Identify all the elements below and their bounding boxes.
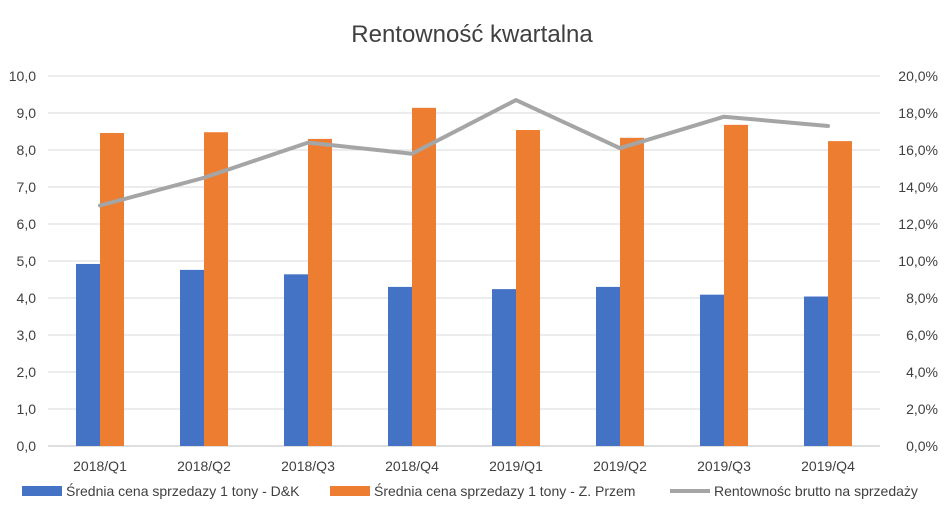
left-axis-tick-label: 8,0 <box>17 142 37 158</box>
bar-dk <box>596 286 620 446</box>
legend-label: Rentownośc brutto na sprzedaży <box>714 483 918 499</box>
legend-swatch <box>330 486 370 496</box>
bar-dk <box>76 263 100 446</box>
x-axis-tick-label: 2019/Q2 <box>593 458 647 474</box>
right-axis-tick-label: 16,0% <box>898 142 938 158</box>
right-axis-tick-label: 10,0% <box>898 253 938 269</box>
x-axis: 2018/Q1 2018/Q2 2018/Q3 2018/Q4 2019/Q1 2019/… <box>73 458 855 474</box>
bar-dk <box>700 294 724 446</box>
x-axis-tick-label: 2018/Q2 <box>177 458 231 474</box>
left-axis-tick-label: 3,0 <box>17 327 37 343</box>
left-axis-tick-label: 10,0 <box>9 68 36 84</box>
x-axis-tick-label: 2018/Q1 <box>73 458 127 474</box>
left-axis-tick-label: 7,0 <box>17 179 37 195</box>
left-axis-tick-label: 2,0 <box>17 364 37 380</box>
bar-dk <box>492 289 516 446</box>
right-axis-tick-label: 18,0% <box>898 105 938 121</box>
left-axis-tick-label: 6,0 <box>17 216 37 232</box>
legend-label: Średnia cena sprzedazy 1 tony - Z. Przem <box>374 482 635 499</box>
legend-item: Średnia cena sprzedazy 1 tony - D&K <box>22 482 300 499</box>
x-axis-tick-label: 2019/Q1 <box>489 458 543 474</box>
x-axis-tick-label: 2018/Q4 <box>385 458 439 474</box>
bar-z-przem <box>516 130 540 446</box>
bar-z-przem <box>412 107 436 446</box>
right-axis-tick-label: 8,0% <box>906 290 938 306</box>
right-axis-tick-label: 12,0% <box>898 216 938 232</box>
right-axis-tick-label: 14,0% <box>898 179 938 195</box>
legend-label: Średnia cena sprzedazy 1 tony - D&K <box>66 482 300 499</box>
bar-z-przem <box>100 132 124 447</box>
legend-swatch <box>22 486 62 496</box>
right-axis-tick-label: 4,0% <box>906 364 938 380</box>
x-axis-tick-label: 2018/Q3 <box>281 458 335 474</box>
right-axis-tick-label: 0,0% <box>906 438 938 454</box>
left-axis-tick-label: 1,0 <box>17 401 37 417</box>
left-axis-tick-label: 5,0 <box>17 253 37 269</box>
right-axis: 0,0% 2,0% 4,0% 6,0% 8,0% 10,0% 12,0% 14,0% 16,0%… <box>898 68 938 454</box>
right-axis-tick-label: 6,0% <box>906 327 938 343</box>
left-axis-tick-label: 4,0 <box>17 290 37 306</box>
bar-series <box>76 107 852 447</box>
line-series <box>98 98 830 208</box>
bar-z-przem <box>204 132 228 447</box>
gridlines <box>48 75 880 447</box>
chart-title: Rentowność kwartalna <box>351 21 593 48</box>
bar-z-przem <box>724 124 748 446</box>
bar-dk <box>284 274 308 446</box>
left-axis-tick-label: 9,0 <box>17 105 37 121</box>
left-axis-tick-label: 0,0 <box>17 438 37 454</box>
legend-item: Średnia cena sprzedazy 1 tony - Z. Przem <box>330 482 635 499</box>
right-axis-tick-label: 20,0% <box>898 68 938 84</box>
x-axis-tick-label: 2019/Q4 <box>801 458 855 474</box>
line-rentownosc <box>98 98 830 208</box>
bar-z-przem <box>620 137 644 447</box>
bar-dk <box>388 286 412 446</box>
left-axis: 0,0 1,0 2,0 3,0 4,0 5,0 6,0 7,0 8,0 9,0 10,0 <box>9 68 36 454</box>
legend-item: Rentownośc brutto na sprzedaży <box>670 483 918 499</box>
bar-dk <box>804 296 828 446</box>
right-axis-tick-label: 2,0% <box>906 401 938 417</box>
bar-z-przem <box>828 141 852 446</box>
x-axis-tick-label: 2019/Q3 <box>697 458 751 474</box>
legend: Średnia cena sprzedazy 1 tony - D&K Średn… <box>22 482 918 499</box>
bar-dk <box>180 269 204 446</box>
bar-z-przem <box>308 138 332 446</box>
